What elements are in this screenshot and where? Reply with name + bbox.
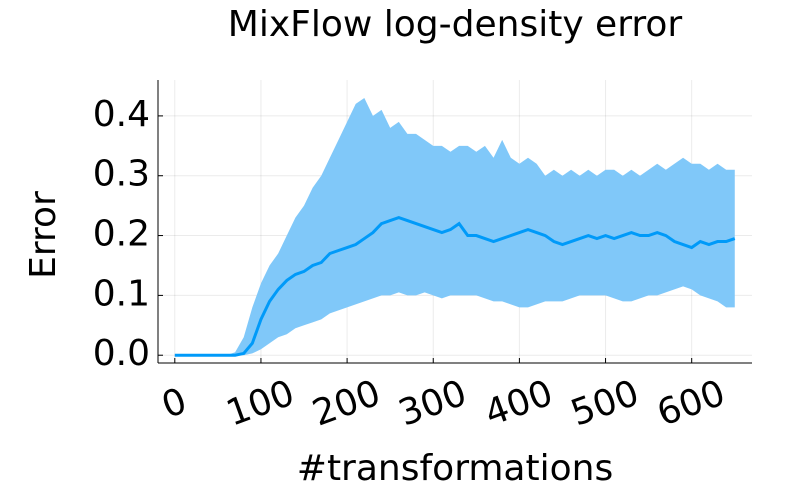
x-tick-label: 100	[221, 373, 300, 435]
x-tick-label: 300	[393, 373, 472, 435]
y-tick-label: 0.2	[93, 214, 150, 255]
x-axis-label: #transformations	[297, 448, 613, 489]
y-tick-label: 0.0	[93, 333, 150, 374]
y-tick-label: 0.3	[93, 154, 150, 195]
x-tick-label: 0	[157, 380, 193, 426]
x-tick-label: 500	[566, 373, 645, 435]
x-tick-label: 600	[652, 373, 731, 435]
x-tick-label: 200	[307, 373, 386, 435]
x-tick-label: 400	[480, 373, 559, 435]
y-axis-label: Error	[23, 191, 64, 279]
mean-line	[174, 216, 736, 357]
y-tick-label: 0.4	[93, 94, 150, 135]
chart-title: MixFlow log-density error	[228, 4, 683, 45]
y-tick-label: 0.1	[93, 273, 150, 314]
